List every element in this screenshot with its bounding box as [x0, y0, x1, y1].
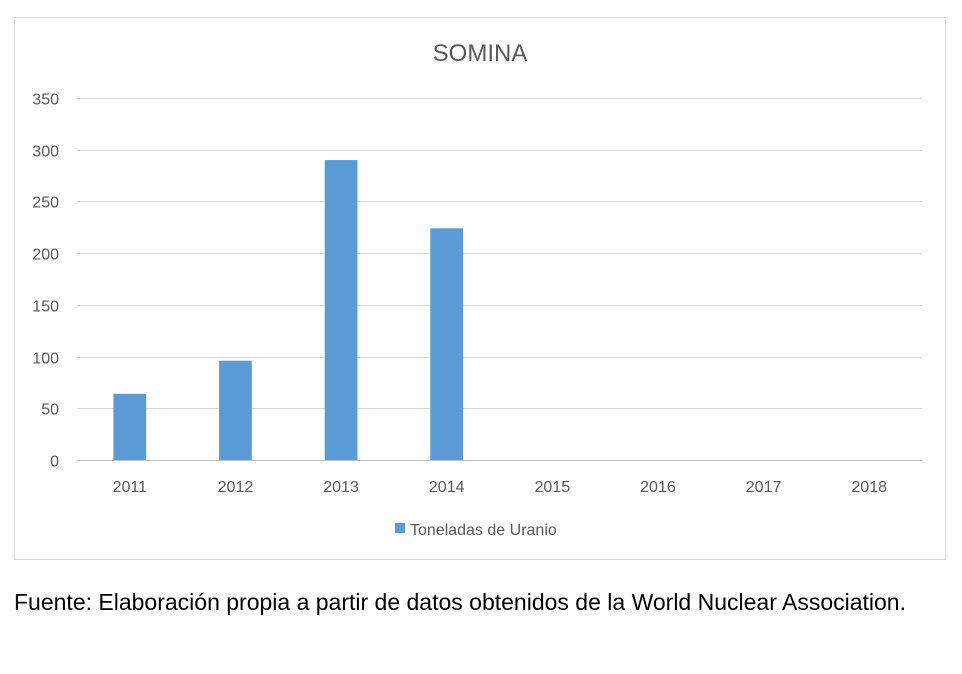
bar-2014 [430, 228, 464, 460]
y-tick-label: 300 [32, 144, 59, 161]
x-axis-tick-labels: 2011 2012 2013 2014 2015 2016 2017 2018 [113, 479, 887, 496]
x-tick-label: 2014 [429, 479, 465, 496]
legend: Toneladas de Uranio [395, 522, 557, 539]
x-tick-label: 2016 [640, 479, 676, 496]
y-tick-label: 200 [32, 247, 59, 264]
chart-title: SOMINA [433, 40, 528, 67]
gridlines [77, 98, 922, 461]
y-tick-label: 350 [32, 92, 59, 109]
bar-2013 [324, 160, 358, 461]
x-tick-label: 2011 [113, 479, 148, 496]
x-tick-label: 2018 [851, 479, 887, 496]
chart-frame [14, 17, 946, 560]
bars [113, 160, 464, 461]
figure-caption: Fuente: Elaboración propia a partir de d… [14, 589, 906, 615]
y-tick-label: 0 [50, 454, 59, 471]
x-tick-label: 2015 [535, 479, 571, 496]
y-tick-label: 100 [32, 351, 59, 368]
bar-2011 [113, 393, 147, 460]
bar-2012 [219, 360, 252, 460]
x-tick-label: 2013 [323, 479, 359, 496]
legend-label: Toneladas de Uranio [410, 522, 557, 539]
y-axis-tick-labels: 0 50 100 150 200 250 300 350 [32, 92, 59, 471]
legend-swatch [395, 523, 405, 533]
y-tick-label: 150 [32, 299, 59, 316]
x-tick-label: 2017 [746, 479, 782, 496]
x-tick-label: 2012 [218, 479, 254, 496]
y-tick-label: 50 [41, 402, 59, 419]
y-tick-label: 250 [32, 195, 59, 212]
